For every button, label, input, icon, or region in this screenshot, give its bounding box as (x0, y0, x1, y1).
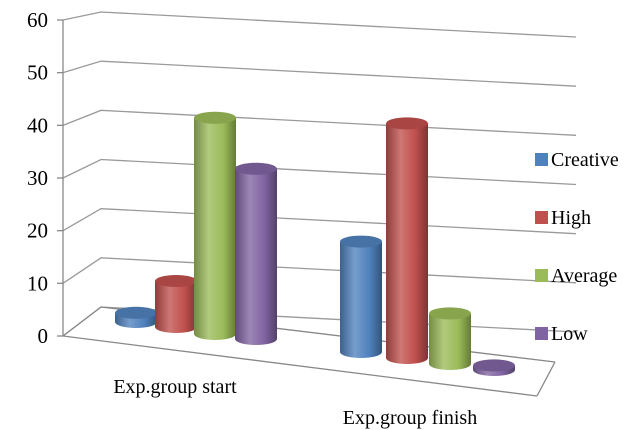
legend-entry: Creative (535, 149, 619, 171)
bars (115, 111, 515, 376)
legend-swatch (535, 153, 548, 166)
category-label: Exp.group start (113, 376, 237, 398)
legend-swatch (535, 211, 548, 224)
y-tick-label: 10 (27, 271, 48, 295)
gridline (62, 208, 577, 235)
y-axis-ticks: 0 10 20 30 40 50 60 (27, 8, 63, 348)
y-tick-label: 0 (38, 324, 49, 348)
legend-entry: Low (535, 323, 588, 345)
legend: Creative High Average Low (535, 149, 619, 345)
legend-swatch (535, 327, 548, 340)
gridline (62, 11, 577, 38)
y-tick-label: 50 (27, 61, 48, 85)
bar (194, 111, 236, 340)
legend-label: High (551, 207, 591, 229)
legend-label: Average (551, 265, 617, 287)
chart-walls (62, 20, 556, 397)
legend-swatch (535, 269, 548, 282)
legend-entry: Average (535, 265, 617, 287)
bar (340, 235, 382, 358)
gridline (62, 158, 577, 186)
bar (473, 359, 515, 376)
gridline (62, 109, 577, 136)
legend-entry: High (535, 207, 591, 229)
bar (235, 162, 277, 345)
bar (155, 275, 197, 333)
y-tick-label: 40 (27, 113, 48, 137)
legend-label: Creative (551, 149, 619, 171)
gridlines (62, 11, 577, 337)
category-labels: Exp.group start Exp.group finish (113, 376, 477, 429)
y-tick-label: 20 (27, 219, 48, 243)
gridline (62, 257, 577, 284)
bar (429, 307, 471, 370)
gridline (62, 60, 577, 87)
legend-label: Low (551, 323, 588, 345)
bar (115, 306, 157, 328)
category-label: Exp.group finish (343, 407, 477, 429)
y-tick-label: 60 (27, 8, 48, 32)
bar (386, 117, 428, 365)
y-tick-label: 30 (27, 166, 48, 190)
